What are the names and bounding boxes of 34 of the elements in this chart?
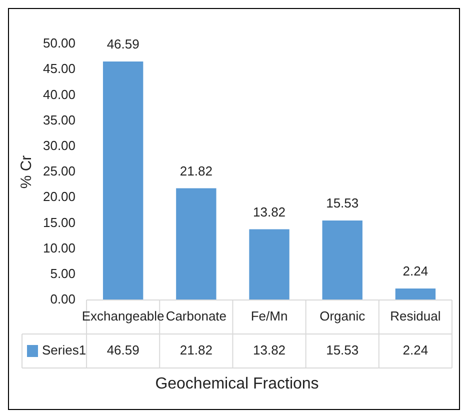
x-tick-label: Residual (390, 308, 441, 324)
x-tick-label: Carbonate (166, 308, 227, 324)
data-label: 46.59 (106, 342, 140, 358)
x-tick-label: Fe/Mn (250, 308, 288, 324)
y-tick-label: 30.00 (42, 138, 76, 153)
data-label: 13.82 (252, 342, 286, 358)
annotation: 21.82 (180, 163, 212, 178)
annotation: 13.82 (252, 204, 286, 220)
data-label: 21.82 (180, 342, 212, 358)
annotation: 46.59 (106, 36, 140, 52)
x-axis-title: Geochemical Fractions (155, 375, 319, 392)
y-tick-label: 35.00 (42, 112, 76, 128)
bar (395, 288, 436, 300)
y-tick-label: 5.00 (50, 266, 76, 281)
y-tick-label: 10.00 (42, 240, 76, 256)
y-tick-label: 25.00 (42, 164, 76, 179)
y-tick-label: 20.00 (42, 189, 76, 204)
x-tick-label: Organic (320, 308, 366, 324)
y-tick-label: 50.00 (42, 36, 76, 51)
bar (102, 61, 144, 300)
y-axis-title: % Cr (18, 155, 36, 189)
x-tick-label: Exchangeable (82, 308, 164, 324)
bar (176, 188, 216, 300)
y-tick-label: 45.00 (42, 61, 76, 76)
annotation: 2.24 (402, 264, 428, 279)
y-tick-label: 0.00 (50, 292, 76, 307)
y-tick-label: 15.00 (42, 214, 76, 230)
data-label: 15.53 (326, 342, 359, 358)
bar (249, 229, 290, 300)
legend-label: Series1 (42, 342, 86, 358)
annotation: 15.53 (326, 196, 359, 211)
bar (322, 220, 362, 300)
data-label: 2.24 (402, 342, 428, 358)
y-tick-label: 40.00 (42, 86, 76, 102)
